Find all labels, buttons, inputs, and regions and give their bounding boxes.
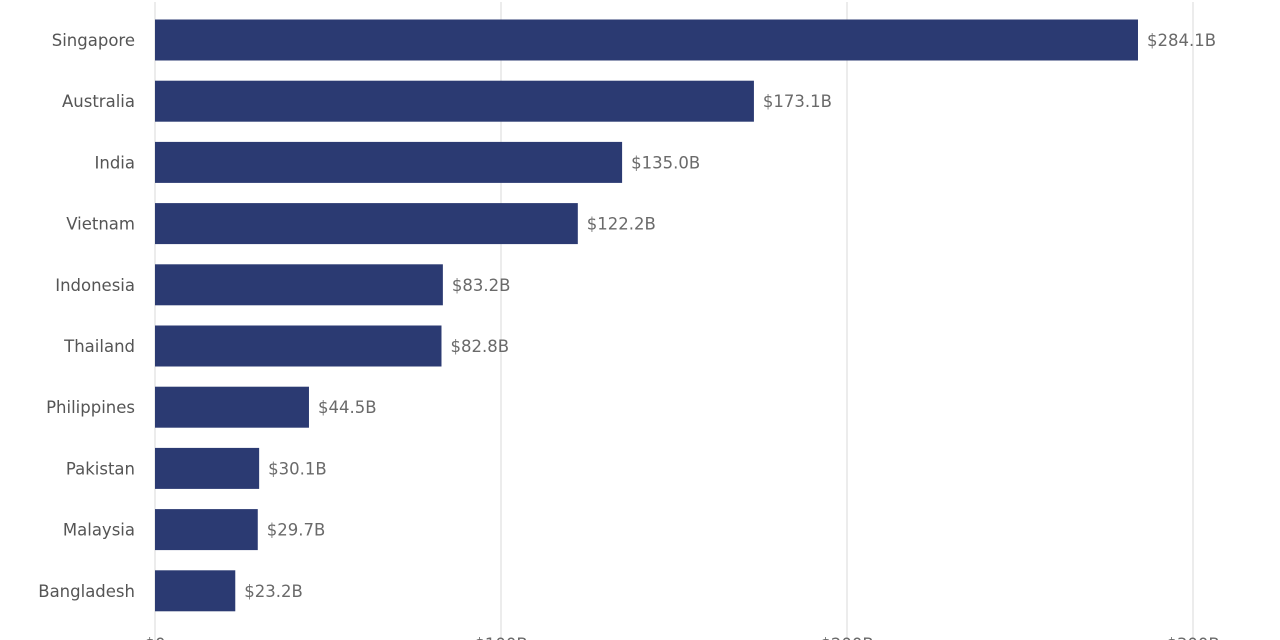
value-label: $30.1B [268, 459, 327, 478]
value-label: $135.0B [631, 153, 700, 172]
x-tick-label: $100B [474, 635, 527, 640]
bar [155, 19, 1138, 61]
x-tick-label: $0 [145, 635, 166, 640]
x-tick-label: $300B [1166, 635, 1219, 640]
labels: $0 $100B $200B $300B Singapore $284.1B Austral… [38, 31, 1219, 640]
bar [155, 80, 754, 122]
bar [155, 509, 258, 551]
category-label: Thailand [63, 337, 135, 356]
bar [155, 386, 309, 428]
value-label: $82.8B [450, 337, 509, 356]
bar [155, 447, 260, 489]
category-label: Malaysia [63, 521, 135, 540]
bar [155, 570, 236, 612]
value-label: $29.7B [267, 521, 326, 540]
bar [155, 141, 623, 183]
value-label: $44.5B [318, 398, 377, 417]
bar [155, 203, 578, 245]
value-label: $173.1B [763, 92, 832, 111]
value-label: $122.2B [587, 215, 656, 234]
x-tick-label: $200B [820, 635, 873, 640]
value-label: $284.1B [1147, 31, 1216, 50]
category-label: Singapore [52, 31, 135, 50]
category-label: Philippines [46, 398, 135, 417]
category-label: Australia [62, 92, 135, 111]
value-label: $83.2B [452, 276, 511, 295]
value-label: $23.2B [244, 582, 303, 601]
category-label: Pakistan [66, 459, 135, 478]
bars [155, 19, 1138, 612]
category-label: Indonesia [55, 276, 135, 295]
bar [155, 264, 443, 306]
category-label: Bangladesh [38, 582, 135, 601]
category-label: India [95, 153, 136, 172]
bar [155, 325, 442, 367]
category-label: Vietnam [66, 215, 135, 234]
